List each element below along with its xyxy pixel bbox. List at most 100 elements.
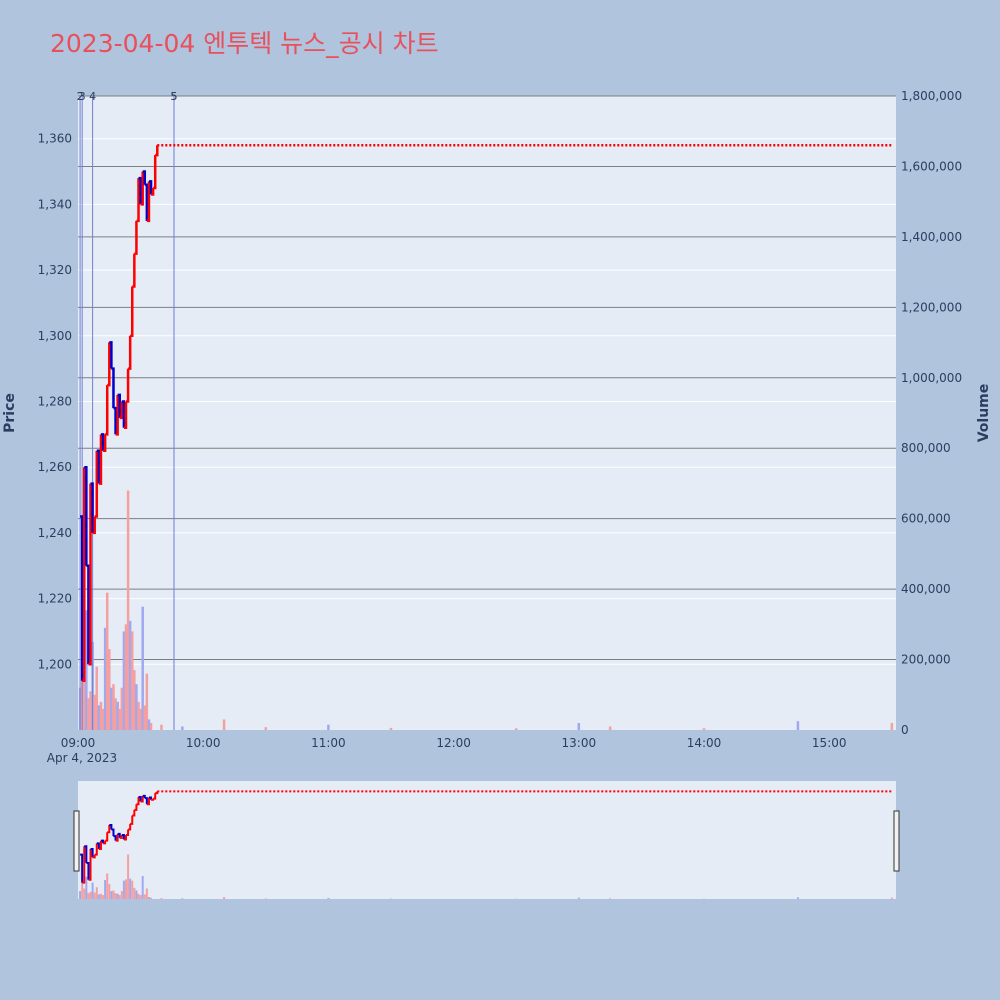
volume-bar — [796, 721, 800, 730]
price-segment — [94, 450, 99, 518]
range-price-segment — [86, 862, 90, 880]
price-tick-label: 1,300 — [38, 329, 72, 343]
price-segment — [80, 515, 84, 681]
price-segment — [136, 178, 140, 223]
range-volume-bar — [577, 897, 580, 899]
range-volume-bar — [127, 854, 130, 899]
volume-bar — [103, 627, 107, 730]
news-marker-label: 5 — [170, 90, 177, 103]
range-volume-bar — [147, 897, 150, 899]
plot-background — [78, 96, 896, 730]
price-segment — [153, 155, 157, 190]
range-slider[interactable] — [78, 781, 896, 899]
volume-bar — [131, 631, 134, 730]
volume-bar — [93, 694, 96, 730]
price-series — [80, 144, 892, 682]
volume-bar — [85, 610, 88, 730]
volume-bar — [112, 684, 115, 730]
volume-bar — [890, 722, 894, 730]
range-price-segment — [128, 823, 132, 831]
time-axis: 09:00 10:00 11:00 12:00 13:00 14:00 15:00 — [61, 736, 847, 750]
volume-tick-label: 0 — [901, 723, 909, 737]
volume-bar — [120, 687, 124, 730]
range-price-segment — [80, 853, 84, 883]
volume-bar — [143, 705, 147, 730]
volume-bar — [122, 631, 126, 730]
range-price-segment — [98, 840, 102, 851]
price-axis: 1,200 1,220 1,240 1,260 1,280 1,300 1,320 1,340… — [38, 132, 72, 672]
range-slider-volume — [79, 854, 893, 899]
volume-bar — [95, 666, 99, 730]
range-slider-price — [80, 790, 892, 884]
price-grid — [78, 138, 896, 665]
range-slider-right-handle[interactable] — [893, 810, 900, 872]
volume-bar — [110, 687, 113, 730]
range-volume-bar — [609, 898, 612, 899]
range-price-segment — [107, 824, 111, 834]
volume-tick-label: 1,800,000 — [901, 89, 962, 103]
price-tick-label: 1,240 — [38, 526, 72, 540]
volume-bar — [83, 673, 86, 730]
range-price-segment — [113, 835, 117, 841]
range-volume-bar — [145, 888, 148, 899]
price-segment — [90, 482, 94, 533]
price-segment — [113, 406, 117, 435]
price-segment — [128, 335, 132, 370]
volume-tick-label: 1,600,000 — [901, 159, 962, 173]
range-volume-bar — [97, 894, 100, 899]
volume-bar — [149, 722, 153, 730]
time-tick-label: 11:00 — [311, 736, 346, 750]
range-volume-bar — [89, 891, 92, 899]
volume-bar — [124, 624, 128, 730]
volume-tick-label: 400,000 — [901, 582, 951, 596]
price-axis-title: Price — [2, 393, 18, 433]
price-segment — [132, 253, 136, 288]
volume-bar — [139, 708, 142, 730]
time-tick-label: 10:00 — [186, 736, 221, 750]
price-segment — [140, 171, 144, 206]
range-volume-bar — [114, 893, 117, 899]
range-volume-bar — [223, 897, 226, 899]
price-segment — [119, 401, 124, 420]
range-volume-bar — [141, 876, 144, 899]
volume-bar — [608, 726, 612, 730]
volume-bar — [389, 727, 393, 730]
range-price-segment — [130, 815, 134, 825]
volume-bar — [87, 698, 90, 730]
price-segment — [155, 145, 159, 157]
volume-bar — [101, 708, 105, 730]
range-volume-bar — [139, 895, 142, 899]
volume-bar — [108, 648, 111, 730]
range-price-segment — [125, 829, 130, 837]
price-segment — [142, 170, 147, 185]
range-volume-bar — [129, 878, 132, 899]
range-price-segment — [117, 832, 121, 838]
range-price-segment — [84, 845, 88, 864]
volume-tick-label: 800,000 — [901, 441, 951, 455]
range-volume-bar — [108, 883, 111, 899]
volume-bar — [116, 701, 119, 730]
price-tick-label: 1,220 — [38, 592, 72, 606]
range-price-segment — [136, 796, 140, 806]
price-tick-label: 1,260 — [38, 460, 72, 474]
price-segment — [144, 183, 149, 221]
range-volume-bar — [112, 890, 115, 899]
time-tick-label: 09:00 — [61, 736, 96, 750]
range-price-segment — [109, 823, 113, 830]
range-volume-bar — [890, 897, 893, 899]
range-slider-left-handle[interactable] — [73, 810, 80, 872]
range-price-segment — [144, 797, 148, 805]
range-volume-bar — [143, 894, 146, 899]
range-volume-bar — [83, 888, 86, 899]
price-segment — [123, 401, 128, 430]
range-price-segment — [90, 848, 94, 858]
price-segment — [92, 516, 96, 535]
range-volume-bar — [137, 893, 140, 899]
range-volume-bar — [327, 898, 330, 899]
price-segment — [115, 394, 119, 436]
price-segment — [107, 342, 111, 387]
range-price-segment — [134, 804, 138, 811]
range-price-segment — [153, 793, 157, 800]
range-volume-bar — [120, 891, 123, 899]
